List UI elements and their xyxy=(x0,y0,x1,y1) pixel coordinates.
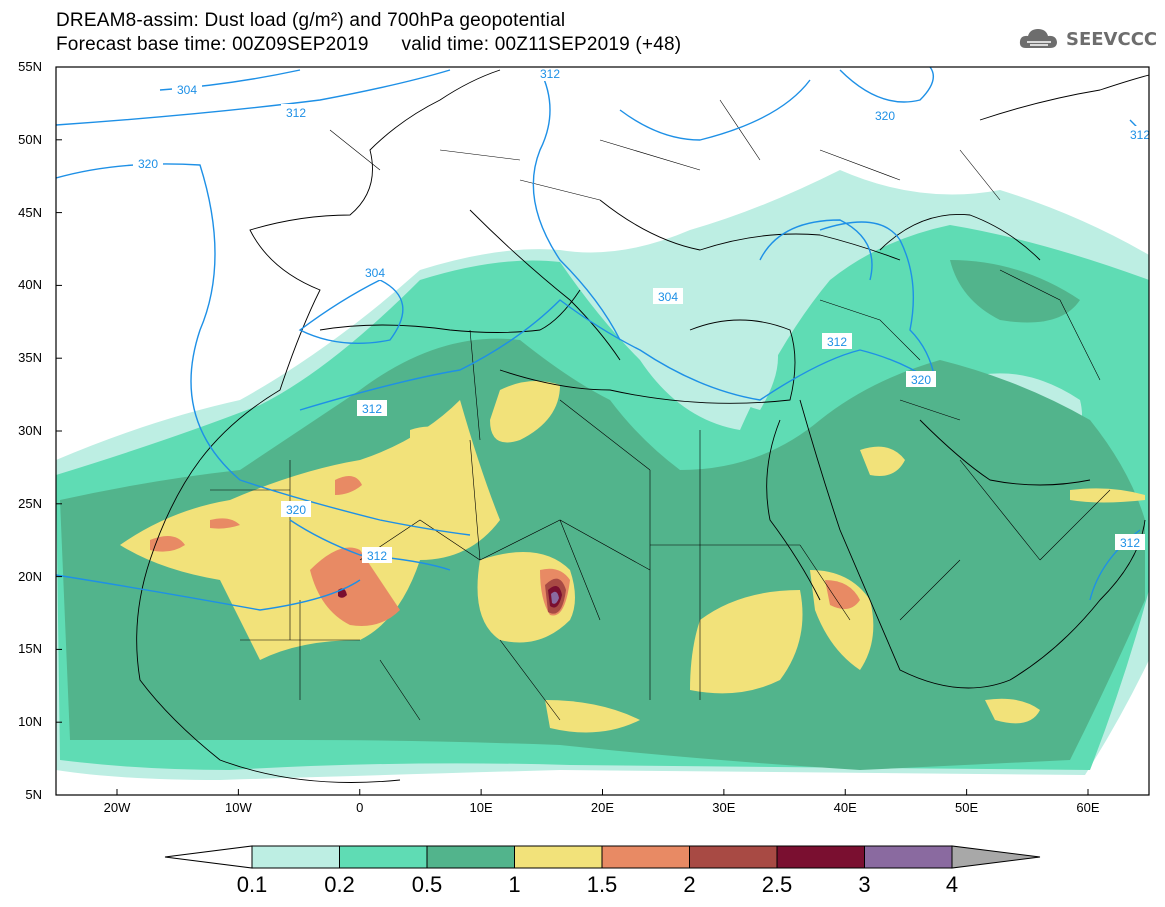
lat-label: 5N xyxy=(25,787,42,802)
contour-label: 320 xyxy=(875,109,895,123)
contour-label-bg xyxy=(360,264,390,280)
lon-label: 60E xyxy=(1076,800,1100,815)
contour-label-bg xyxy=(906,371,936,387)
logo-text: SEEVCCC xyxy=(1066,28,1158,50)
cloud-icon xyxy=(1019,29,1057,48)
lat-label: 50N xyxy=(18,131,42,147)
forecast-time-line: Forecast base time: 00Z09SEP2019 valid t… xyxy=(56,34,682,55)
colorbar-level-label: 1 xyxy=(508,872,521,897)
colorbar-level-label: 1.5 xyxy=(586,872,618,897)
colorbar-level-label: 0.1 xyxy=(236,872,268,897)
lat-label: 40N xyxy=(18,277,42,293)
lat-label: 45N xyxy=(18,204,42,220)
lat-label: 55N xyxy=(18,59,42,74)
contour-label-bg xyxy=(357,400,387,416)
coastlines xyxy=(136,69,1149,783)
colorbar-level-label: 4 xyxy=(945,872,959,897)
contour-label-bg xyxy=(281,104,311,120)
lat-label: 20N xyxy=(18,568,42,584)
contour-label: 312 xyxy=(367,549,387,563)
colorbar-level-label: 2.5 xyxy=(761,872,793,897)
colorbar-level-label: 2 xyxy=(683,872,696,897)
lon-label: 40E xyxy=(833,800,857,815)
colorbar-level-label: 3 xyxy=(858,872,871,897)
colorbar-level-label: 0.2 xyxy=(324,872,355,897)
lon-label: 10E xyxy=(469,800,493,815)
contour-label: 312 xyxy=(362,402,382,416)
contour-label-bg xyxy=(362,547,392,563)
contour-label-bg xyxy=(1125,126,1149,142)
lon-label: 20W xyxy=(103,800,131,815)
contour-label: 312 xyxy=(286,106,306,120)
lat-label: 15N xyxy=(18,641,42,657)
colorbar-level-label: 0.5 xyxy=(411,872,443,897)
contour-label: 312 xyxy=(540,67,560,81)
lat-label: 25N xyxy=(18,495,42,511)
lat-label: 30N xyxy=(18,423,42,438)
contour-label-bg xyxy=(870,107,900,123)
contour-label: 320 xyxy=(286,503,306,517)
contour-label: 304 xyxy=(177,83,197,97)
contour-label-bg xyxy=(653,288,683,304)
lon-label: 20E xyxy=(590,800,615,815)
dust-area-1.0 xyxy=(120,381,1145,733)
contour-label: 320 xyxy=(138,157,158,171)
contour-label: 320 xyxy=(911,373,931,387)
contour-label: 312 xyxy=(1120,536,1140,550)
contour-label-bg xyxy=(281,501,311,517)
borders xyxy=(210,99,1111,721)
lat-label: 10N xyxy=(18,714,42,730)
map-title: DREAM8-assim: Dust load (g/m²) and 700hP… xyxy=(56,10,566,31)
contour-label: 312 xyxy=(827,335,847,349)
lat-label: 35N xyxy=(18,350,42,366)
lon-label: 50E xyxy=(955,800,979,815)
contour-label-bg xyxy=(172,81,202,97)
dust-area-0.5 xyxy=(60,338,1145,770)
contour-label: 304 xyxy=(365,266,385,280)
contour-label-bg xyxy=(133,155,163,171)
contour-label: 312 xyxy=(1130,128,1150,142)
lon-label: 0 xyxy=(356,800,364,815)
contour-label: 304 xyxy=(658,290,678,304)
contour-label-bg xyxy=(1115,534,1145,550)
lon-label: 30E xyxy=(712,800,736,815)
dust-area-3 xyxy=(551,591,559,604)
contour-label-bg xyxy=(822,333,852,349)
seevccc-logo: SEEVCCC xyxy=(1018,26,1157,52)
lon-label: 10W xyxy=(225,800,252,815)
contour-label-bg xyxy=(535,67,565,81)
